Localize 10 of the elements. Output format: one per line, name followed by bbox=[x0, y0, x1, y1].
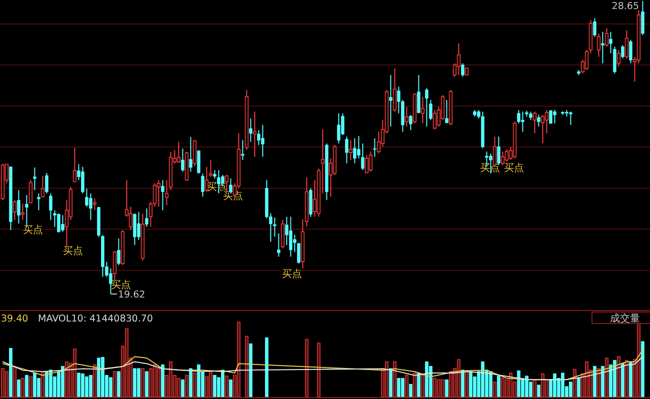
annotation: 买点 bbox=[282, 268, 302, 280]
annotation: 28.65 bbox=[612, 1, 639, 12]
annotation: 买点 bbox=[63, 245, 83, 257]
annotation: 39.40 bbox=[1, 314, 28, 324]
annotation: 成交量 bbox=[610, 312, 640, 324]
annotation: MAVOL10: 41440830.70 bbox=[38, 314, 153, 324]
annotation: 买点 bbox=[504, 162, 524, 174]
annotation: 19.62 bbox=[118, 290, 146, 300]
annotation: 买点 bbox=[111, 279, 131, 291]
annotation: 买点 bbox=[23, 224, 43, 236]
